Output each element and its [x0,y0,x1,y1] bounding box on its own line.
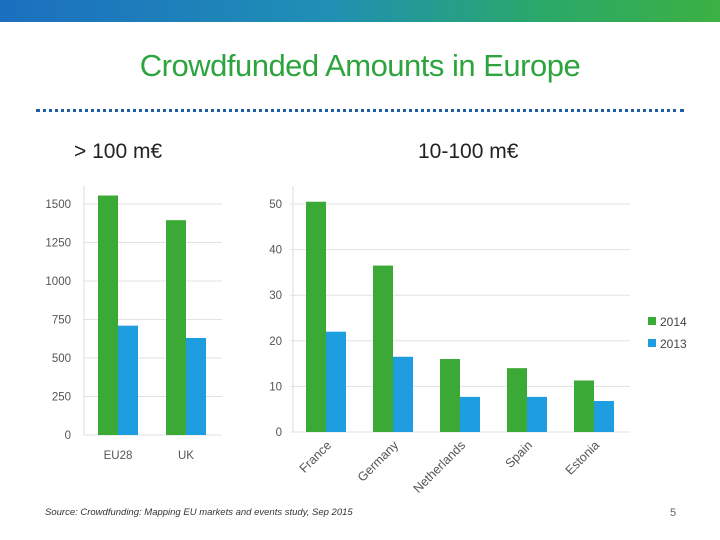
x-tick-label: Spain [503,438,536,471]
bar-2013-germany [393,356,413,432]
bar-2013-estonia [594,400,614,432]
y-tick-label: 1250 [45,238,71,250]
x-tick-label: Netherlands [411,438,469,496]
left-chart-title: > 100 m€ [74,140,163,163]
bar-2014-netherlands [440,359,460,432]
y-tick-label: 50 [269,199,282,211]
y-tick-label: 0 [276,427,282,439]
top-color-band [0,0,720,22]
legend-label: 2013 [660,337,687,351]
x-tick-label: UK [178,450,194,462]
bar-2013-uk [186,337,206,435]
y-tick-label: 250 [52,392,71,404]
title-divider [36,109,684,112]
bar-2014-france [306,201,326,432]
bar-2014-estonia [574,380,594,432]
bar-2013-spain [527,396,547,432]
bar-2014-spain [507,368,527,432]
y-tick-label: 30 [269,290,282,302]
y-tick-label: 1500 [45,199,71,211]
legend-swatch [648,317,656,325]
legend-label: 2014 [660,315,687,329]
x-tick-label: Estonia [563,438,602,477]
page-number: 5 [670,507,677,519]
bar-2013-eu28 [118,325,138,435]
y-tick-label: 750 [52,315,71,327]
x-tick-label: EU28 [104,450,133,462]
y-tick-label: 1000 [45,276,71,288]
bar-2014-eu28 [98,195,118,435]
bar-2013-france [326,331,346,432]
x-tick-label: France [297,438,334,475]
x-tick-label: Germany [355,438,402,485]
bar-2014-germany [373,265,393,432]
y-tick-label: 10 [269,381,282,393]
source-note: Source: Crowdfunding: Mapping EU markets… [45,507,353,518]
slide-title: Crowdfunded Amounts in Europe [139,48,581,83]
bar-2014-uk [166,220,186,435]
y-tick-label: 40 [269,245,282,257]
y-tick-label: 500 [52,353,71,365]
y-tick-label: 20 [269,336,282,348]
bar-2013-netherlands [460,396,480,432]
legend-swatch [648,339,656,347]
y-tick-label: 0 [65,430,71,442]
right-chart-title: 10-100 m€ [418,140,519,163]
